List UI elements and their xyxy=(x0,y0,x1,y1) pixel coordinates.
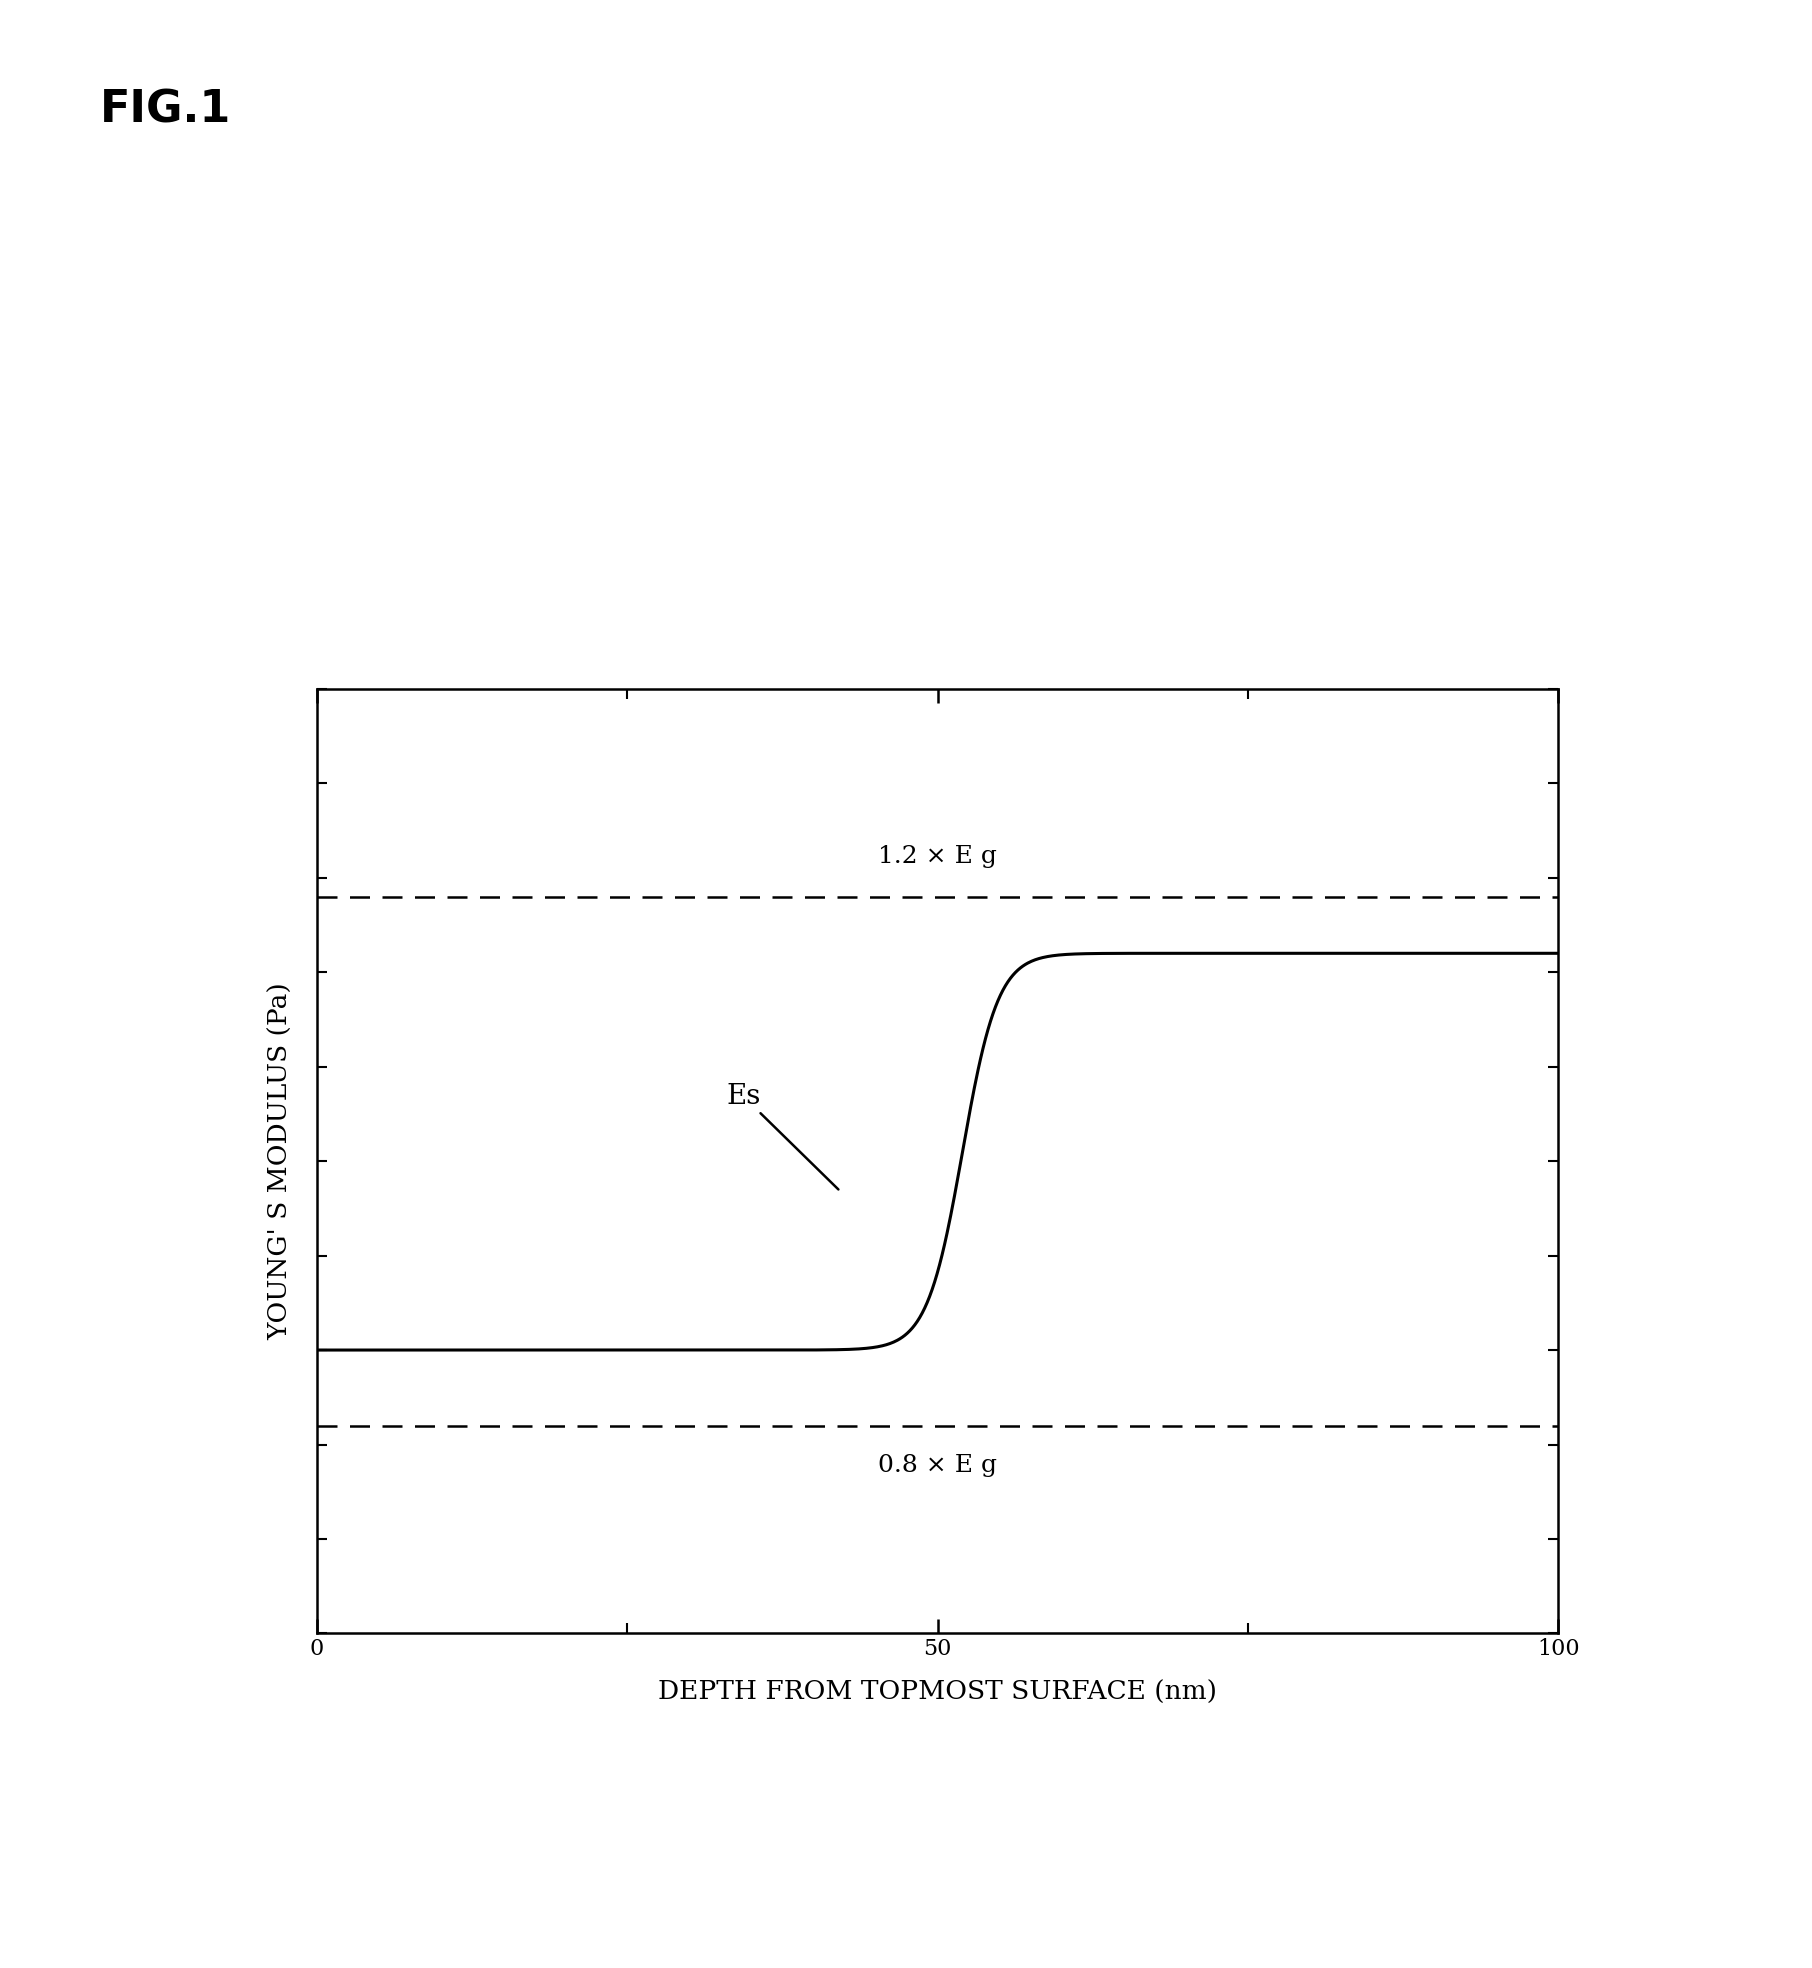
Y-axis label: YOUNG' S MODULUS (Pa): YOUNG' S MODULUS (Pa) xyxy=(268,982,294,1340)
Text: 0.8 × E g: 0.8 × E g xyxy=(879,1454,997,1476)
X-axis label: DEPTH FROM TOPMOST SURFACE (nm): DEPTH FROM TOPMOST SURFACE (nm) xyxy=(658,1681,1218,1704)
Text: Es: Es xyxy=(727,1084,839,1189)
Text: 1.2 × E g: 1.2 × E g xyxy=(879,846,997,868)
Text: FIG.1: FIG.1 xyxy=(100,89,232,132)
